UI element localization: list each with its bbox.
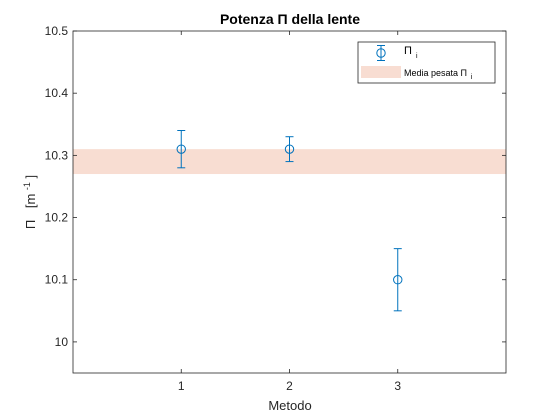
plot-area: 1 2 3 10 10.1 10.2 10.3 10.4 10.5 [45,24,507,393]
axes-background [73,31,506,373]
y-axis-label-symbol: Π [23,220,38,229]
legend-entry-band: Media pesata Π i [361,66,473,81]
legend-errorbar-marker [376,48,386,58]
y-tick-label: 10.2 [45,211,69,225]
chart-title: Potenza Π della lente [220,11,360,27]
y-tick-label: 10 [55,335,69,349]
x-tick-label: 1 [178,379,185,393]
y-axis-label: Π [m -1 ] [18,175,38,229]
errorbar-point-3 [393,248,403,312]
data-point-marker [284,144,295,154]
y-tick-label: 10.5 [45,24,69,38]
errorbar-point-2 [284,136,295,163]
data-point-marker [393,275,403,285]
legend-band-text: Media pesata Π [404,68,467,78]
y-axis-label-unit: [m [23,194,38,208]
legend-errorbar-subscript: i [416,53,418,60]
x-axis-label: Metodo [268,398,311,413]
legend-errorbar-symbol: Π [404,45,412,57]
y-tick-label: 10.1 [45,273,69,287]
tick-layer: 1 2 3 10 10.1 10.2 10.3 10.4 10.5 [45,24,506,393]
y-axis-label-exponent: -1 [22,182,32,190]
y-tick-label: 10.3 [45,148,69,162]
legend-band-subscript: i [471,74,473,81]
x-tick-label: 2 [286,379,293,393]
legend: Π i Media pesata Π i [357,41,496,84]
y-axis-label-close: ] [23,175,38,179]
y-tick-label: 10.4 [45,86,69,100]
errorbar-series-layer [176,129,403,312]
data-point-marker [176,144,186,154]
errorbar-point-1 [176,129,186,169]
x-tick-label: 3 [394,379,401,393]
legend-band-swatch [361,66,401,78]
legend-errorbar-label: Π i [404,45,418,60]
legend-band-label: Media pesata Π i [404,68,473,81]
legend-entry-errorbar: Π i [376,45,418,61]
